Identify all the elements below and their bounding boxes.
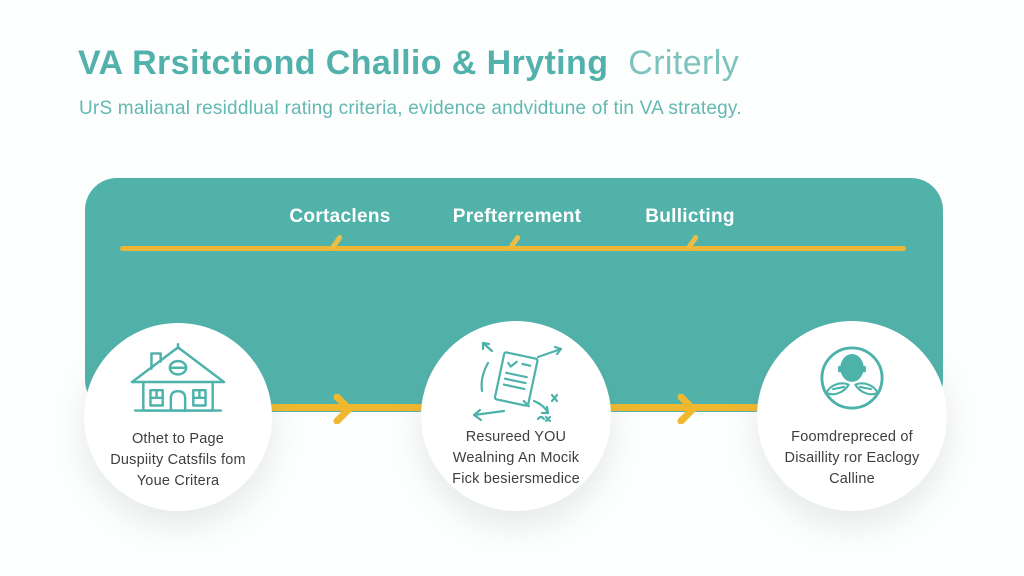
step-circle-1: Othet to Page Duspiity Catsfils fom Youe… [84, 323, 272, 511]
arrow-chevron-icon [333, 394, 353, 424]
arrow-chevron-icon [677, 394, 697, 424]
person-care-icon [820, 346, 884, 410]
page-title: VA Rrsitctiond Challio & Hryting Criterl… [78, 44, 739, 83]
step-caption: Othet to Page Duspiity Catsfils fom Youe… [84, 429, 272, 492]
step-caption-line: Disaillity ror Eaclogy [784, 450, 920, 466]
step-caption-line: Resureed YOU [465, 429, 567, 445]
step-caption-line: Duspiity Catsfils fom [110, 452, 246, 468]
step-circle-3: Foomdrepreced of Disaillity ror Eaclogy … [757, 321, 947, 511]
step-circle-2: Resureed YOU Wealning An Mocik Fick besi… [421, 321, 611, 511]
page-subtitle: UrS malianal residdlual rating criteria,… [79, 98, 742, 119]
step-caption-line: Othet to Page [131, 431, 225, 447]
page-title-main: VA Rrsitctiond Challio & Hryting [78, 44, 609, 82]
timeline-stage-2-label: Prefterrement [452, 206, 582, 227]
step-caption-line: Calline [829, 471, 875, 487]
timeline-stage-3-label: Bullicting [645, 206, 735, 227]
step-caption: Foomdrepreced of Disaillity ror Eaclogy … [757, 427, 947, 490]
step-caption-line: Youe Critera [136, 473, 220, 489]
house-icon [130, 343, 226, 412]
step-caption: Resureed YOU Wealning An Mocik Fick besi… [421, 427, 611, 490]
step-caption-line: Wealning An Mocik [452, 450, 580, 466]
timeline-stage-1-label: Cortaclens [289, 206, 391, 227]
step-caption-line: Foomdrepreced of [791, 429, 913, 445]
page-title-secondary: Criterly [628, 44, 740, 82]
step-caption-line: Fick besiersmedice [452, 471, 580, 487]
document-arrows-icon [472, 341, 563, 423]
